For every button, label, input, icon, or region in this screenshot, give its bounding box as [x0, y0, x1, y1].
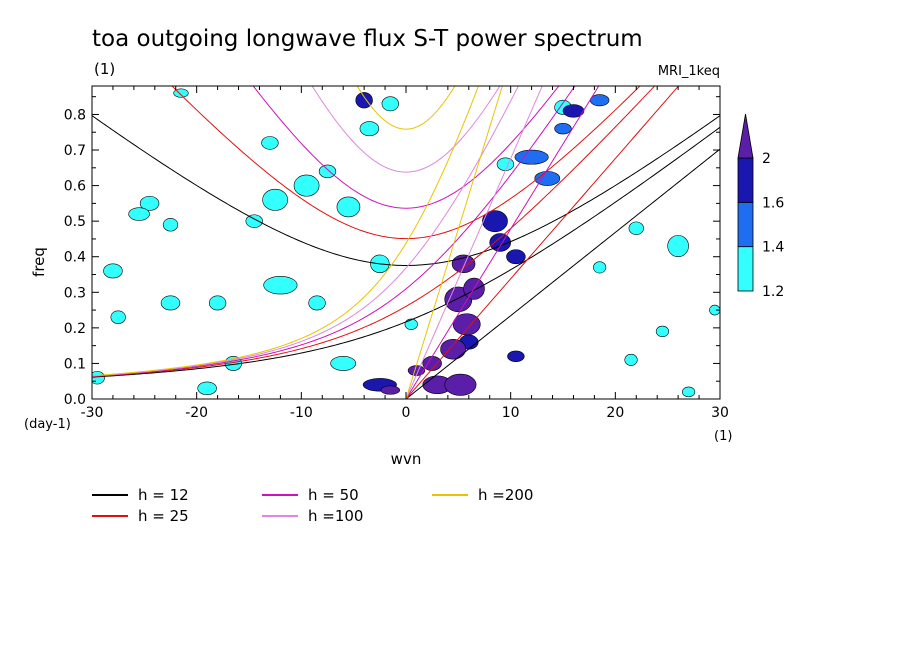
dispersion-curve-ig — [311, 86, 501, 173]
contour-blob — [496, 157, 515, 171]
legend: h = 12 h = 25 h = 50 h =100 h =200 — [92, 486, 533, 525]
colorbar: 1.2 1.4 1.6 2 — [737, 113, 784, 300]
contour-blob — [103, 263, 123, 279]
contour-blob — [404, 318, 418, 330]
contour-blob — [330, 356, 357, 371]
contour-blob — [380, 385, 401, 395]
y-tick-label: 0.6 — [64, 179, 86, 195]
dispersion-curve-ig — [252, 86, 560, 209]
contour-blob — [667, 235, 689, 258]
chart-title: toa outgoing longwave flux S-T power spe… — [92, 26, 643, 52]
x-tick-label: 20 — [606, 405, 624, 421]
contour-blob — [655, 325, 670, 338]
y-tick-label: 0.3 — [64, 285, 86, 301]
contour-blob — [261, 136, 279, 150]
legend-label: h =200 — [478, 486, 533, 504]
colorbar-label: 1.4 — [762, 240, 784, 256]
y-tick-label: 0.1 — [64, 356, 86, 372]
chart-subtitle: (1) — [94, 60, 115, 78]
dispersion-curve-kelvin — [405, 86, 600, 399]
contour-blob — [506, 249, 526, 265]
y-axis-label: freq — [30, 247, 48, 277]
legend-label: h = 50 — [308, 486, 359, 504]
contour-blob — [318, 164, 337, 179]
colorbar-segment — [737, 157, 754, 203]
contour-blob — [381, 96, 399, 112]
contour-blob — [263, 275, 298, 295]
dispersion-curve-ig — [92, 115, 720, 266]
dispersion-curve-ig — [171, 86, 641, 240]
contour-blob — [514, 149, 549, 165]
dispersion-curve-ig — [356, 86, 456, 130]
y-tick-label: 0.5 — [64, 214, 86, 230]
y-tick-label: 0.8 — [64, 107, 86, 123]
contour-blob — [110, 310, 126, 324]
model-label: MRI_1keq — [658, 64, 720, 79]
contour-blob — [262, 188, 289, 211]
contour-blob — [589, 94, 610, 107]
y-tick-label: 0.0 — [64, 392, 86, 408]
dispersion-curve-mrg — [92, 86, 656, 378]
contour-blob — [355, 92, 373, 109]
contour-blob — [444, 373, 477, 396]
legend-label: h = 25 — [138, 507, 189, 525]
y-tick-label: 0.4 — [64, 250, 86, 266]
colorbar-segment — [737, 201, 754, 248]
contour-blob — [293, 174, 320, 197]
contour-blob — [682, 386, 696, 398]
x-tick-label: -30 — [81, 405, 104, 421]
x-tick-label: -10 — [290, 405, 313, 421]
contour-blob — [624, 353, 638, 366]
dispersion-curve-kelvin — [405, 86, 680, 399]
x-tick-label: 0 — [402, 405, 411, 421]
plot-frame — [91, 85, 721, 400]
contour-blob — [336, 196, 361, 218]
contour-blob — [554, 123, 572, 135]
legend-label: h = 12 — [138, 486, 189, 504]
contour-blob — [308, 295, 326, 311]
dispersion-curve-mrg — [92, 86, 519, 377]
contour-blob — [162, 218, 179, 232]
y-tick-label: 0.7 — [64, 143, 86, 159]
dispersion-curve-mrg — [92, 86, 576, 377]
contour-blob — [593, 261, 607, 274]
x-unit-label: (1) — [714, 429, 732, 444]
contour-blob — [139, 195, 160, 211]
colorbar-label: 1.2 — [762, 284, 784, 300]
contour-blob — [452, 313, 481, 336]
x-tick-label: 10 — [502, 405, 520, 421]
x-tick-label: 30 — [711, 405, 729, 421]
contour-blob — [208, 295, 227, 311]
power-contours — [92, 88, 720, 398]
contour-blob — [160, 295, 181, 311]
dispersion-curve-mrg — [92, 86, 480, 377]
contour-blob — [628, 221, 644, 235]
contour-blob — [482, 210, 508, 233]
dispersion-curves — [92, 86, 720, 399]
y-unit-label: (day-1) — [24, 417, 71, 432]
contour-blob — [197, 381, 217, 396]
contour-blob — [507, 350, 525, 362]
colorbar-arrow — [737, 113, 754, 159]
colorbar-segment — [737, 246, 754, 292]
colorbar-label: 1.6 — [762, 195, 784, 211]
x-axis-label: wvn — [391, 450, 422, 468]
dispersion-curve-kelvin — [405, 86, 503, 399]
dispersion-curve-mrg — [92, 126, 720, 378]
contour-blob — [128, 207, 150, 221]
dispersion-curve-kelvin — [405, 148, 720, 399]
contour-blob — [245, 214, 263, 228]
dispersion-curve-kelvin — [405, 86, 543, 399]
contour-blob — [359, 121, 380, 137]
y-tick-label: 0.2 — [64, 321, 86, 337]
contour-blob — [440, 338, 466, 360]
legend-label: h =100 — [308, 507, 363, 525]
plot-axes: -30 -20 -10 0 10 20 30 0.0 0.1 0.2 0.3 0.4 0.5 0.6 0.7… — [64, 86, 729, 421]
colorbar-label: 2 — [762, 151, 771, 167]
x-tick-label: -20 — [185, 405, 208, 421]
